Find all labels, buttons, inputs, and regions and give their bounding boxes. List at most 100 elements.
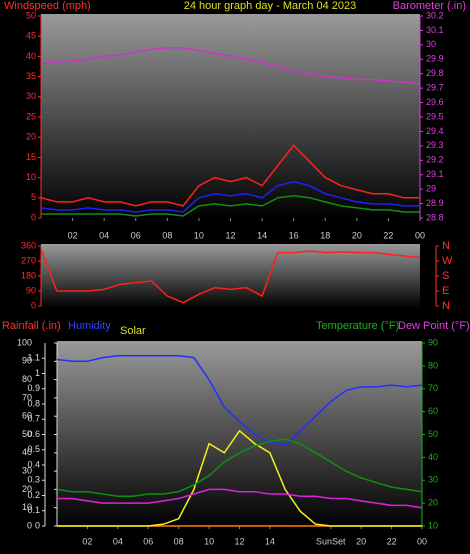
y2-tick-label: S <box>442 270 449 282</box>
y-tick-label: 1 <box>35 368 40 378</box>
y3-tick-label: 20 <box>22 484 32 494</box>
y-tick-label: 0.1 <box>27 505 40 515</box>
y-tick-label: 1.1 <box>27 353 40 363</box>
y-tick-label: 20 <box>26 132 36 142</box>
y-tick-label: 0 <box>35 520 40 530</box>
y3-tick-label: 0 <box>27 520 32 530</box>
y2-tick-label: 50 <box>428 429 438 439</box>
y-tick-label: 0.9 <box>27 383 40 393</box>
x-tick-label: 02 <box>82 536 92 546</box>
y-tick-label: 35 <box>26 71 36 81</box>
x-tick-label: 08 <box>174 536 184 546</box>
y-tick-label: 0.7 <box>27 414 40 424</box>
y2-tick-label: 30 <box>426 39 436 49</box>
plot-bg <box>57 341 422 527</box>
y2-tick-label: 40 <box>428 452 438 462</box>
y3-tick-label: 90 <box>22 356 32 366</box>
y-tick-label: 0.8 <box>27 398 40 408</box>
y2-tick-label: 29.9 <box>426 54 444 64</box>
y2-tick-label: 29.7 <box>426 83 444 93</box>
y2-tick-label: 30.2 <box>426 10 444 20</box>
x-tick-label: 10 <box>194 230 204 240</box>
x-tick-label: 04 <box>113 536 123 546</box>
y-tick-label: 50 <box>26 10 36 20</box>
y3-tick-label: 50 <box>22 429 32 439</box>
series-line <box>57 488 423 509</box>
legend: Humidity <box>68 320 111 332</box>
x-tick-label: 20 <box>352 230 362 240</box>
y-tick-label: 45 <box>26 31 36 41</box>
y3-tick-label: 40 <box>22 447 32 457</box>
legend: Dew Point (°F) <box>398 320 470 332</box>
y2-tick-label: E <box>442 285 449 297</box>
legend: Solar <box>120 325 146 337</box>
y2-tick-label: 20 <box>428 498 438 508</box>
y3-tick-label: 100 <box>17 337 32 347</box>
y3-tick-label: 10 <box>22 502 32 512</box>
y2-tick-label: N <box>442 240 450 252</box>
y2-tick-label: 28.8 <box>426 212 444 222</box>
title: 24 hour graph day - March 04 2023 <box>184 0 356 12</box>
y2-tick-label: 10 <box>428 520 438 530</box>
y-tick-label: 90 <box>26 285 36 295</box>
y2-tick-label: 29.8 <box>426 68 444 78</box>
x-tick-label: 02 <box>68 230 78 240</box>
y2-tick-label: 80 <box>428 360 438 370</box>
x-tick-label: 20 <box>356 536 366 546</box>
y-tick-label: 180 <box>21 270 36 280</box>
plot-bg <box>41 244 420 308</box>
y-tick-label: 360 <box>21 240 36 250</box>
y3-tick-label: 60 <box>22 411 32 421</box>
plot-bg <box>41 14 420 219</box>
y-tick-label: 0.2 <box>27 490 40 500</box>
x-tick-label: 14 <box>265 536 275 546</box>
y2-tick-label: 28.9 <box>426 198 444 208</box>
x-tick-label: 12 <box>234 536 244 546</box>
y2-tick-label: 30.1 <box>426 25 444 35</box>
y-tick-label: 0 <box>31 212 36 222</box>
y-tick-label: 0.6 <box>27 429 40 439</box>
y-tick-label: 30 <box>26 91 36 101</box>
y2-tick-label: 29 <box>426 184 436 194</box>
y2-tick-label: 29.2 <box>426 155 444 165</box>
y3-tick-label: 80 <box>22 374 32 384</box>
y2-tick-label: 29.1 <box>426 169 444 179</box>
x-tick-label: 10 <box>204 536 214 546</box>
legend: Rainfall (.in) <box>2 320 61 332</box>
y-label: Windspeed (mph) <box>4 0 91 12</box>
y-tick-label: 10 <box>26 172 36 182</box>
y2-label: Barometer (.in) <box>393 0 466 12</box>
y-tick-label: 15 <box>26 152 36 162</box>
series-line <box>56 355 423 447</box>
y3-tick-label: 30 <box>22 465 32 475</box>
x-tick-label: 06 <box>143 536 153 546</box>
y-tick-label: 0.3 <box>27 475 40 485</box>
series-line <box>40 144 420 207</box>
y2-tick-label: 29.4 <box>426 126 444 136</box>
y-tick-label: 0.4 <box>27 459 40 469</box>
series-line <box>40 180 420 213</box>
x-tick-label: 00 <box>417 536 427 546</box>
y3-tick-label: 70 <box>22 392 32 402</box>
x-tick-label: 22 <box>387 536 397 546</box>
y2-tick-label: 60 <box>428 406 438 416</box>
x-tick-label: 22 <box>383 230 393 240</box>
y2-tick-label: 29.3 <box>426 140 444 150</box>
x-tick-label: 18 <box>320 230 330 240</box>
x-tick-label: 00 <box>415 230 425 240</box>
x-tick-label: 06 <box>131 230 141 240</box>
y2-tick-label: 70 <box>428 383 438 393</box>
series-line <box>41 195 420 217</box>
y-tick-label: 25 <box>26 111 36 121</box>
y2-tick-label: 90 <box>428 337 438 347</box>
y2-tick-label: 29.6 <box>426 97 444 107</box>
x-tick-label: SunSet <box>316 536 346 546</box>
x-tick-label: 16 <box>289 230 299 240</box>
x-tick-label: 08 <box>162 230 172 240</box>
series-line <box>57 429 422 527</box>
series-line <box>40 249 421 304</box>
y-tick-label: 270 <box>21 255 36 265</box>
series-line <box>40 46 421 85</box>
y-tick-label: 5 <box>31 192 36 202</box>
